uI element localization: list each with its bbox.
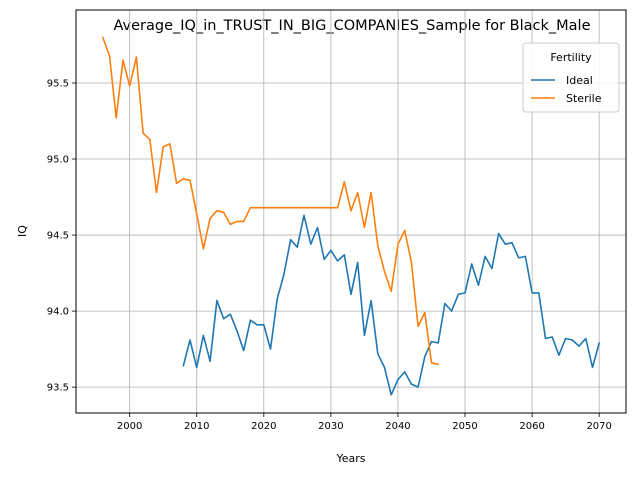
y-tick-label: 95.0 bbox=[47, 155, 69, 166]
legend-label-sterile: Sterile bbox=[566, 92, 602, 105]
series-line-sterile bbox=[102, 36, 440, 366]
legend-box bbox=[522, 42, 620, 113]
x-tick-label: 2060 bbox=[519, 421, 544, 432]
y-axis-label: IQ bbox=[16, 225, 29, 237]
chart-title: Average_IQ_in_TRUST_IN_BIG_COMPANIES_Sam… bbox=[113, 18, 590, 34]
legend: Fertility Ideal Sterile bbox=[522, 42, 620, 113]
y-tick-label: 95.5 bbox=[47, 78, 69, 89]
x-tick-label: 2000 bbox=[117, 421, 142, 432]
y-tick-label: 94.5 bbox=[47, 231, 69, 242]
plot-area-frame bbox=[75, 9, 627, 414]
series-lines bbox=[102, 36, 601, 396]
x-tick-label: 2070 bbox=[586, 421, 611, 432]
x-axis-label: Years bbox=[335, 452, 365, 465]
y-tick-label: 94.0 bbox=[47, 307, 69, 318]
axis-ticks: 2000 2010 2020 2030 2040 2050 2060 2070 93.5 94.0… bbox=[47, 78, 612, 432]
legend-title: Fertility bbox=[550, 51, 592, 64]
x-tick-label: 2050 bbox=[452, 421, 477, 432]
legend-label-ideal: Ideal bbox=[566, 74, 593, 87]
x-tick-label: 2020 bbox=[251, 421, 276, 432]
x-tick-label: 2040 bbox=[385, 421, 410, 432]
x-tick-label: 2010 bbox=[184, 421, 209, 432]
series-line-ideal bbox=[182, 214, 601, 396]
y-tick-label: 93.5 bbox=[47, 383, 69, 394]
x-tick-label: 2030 bbox=[318, 421, 343, 432]
